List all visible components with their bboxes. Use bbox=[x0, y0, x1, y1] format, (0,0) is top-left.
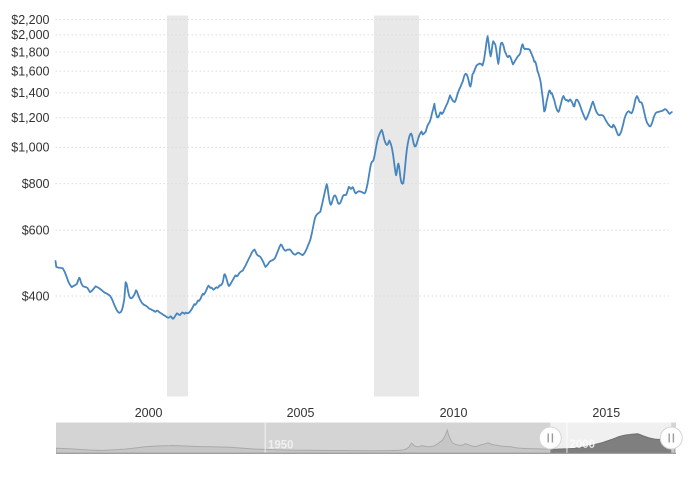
svg-text:1950: 1950 bbox=[268, 440, 294, 452]
svg-text:2015: 2015 bbox=[592, 406, 620, 420]
svg-text:$1,400: $1,400 bbox=[11, 86, 49, 100]
svg-text:2000: 2000 bbox=[135, 406, 163, 420]
svg-text:$400: $400 bbox=[22, 289, 50, 303]
svg-text:$1,600: $1,600 bbox=[11, 64, 49, 78]
svg-text:$1,800: $1,800 bbox=[11, 45, 49, 59]
svg-text:$800: $800 bbox=[22, 177, 50, 191]
svg-text:$1,200: $1,200 bbox=[11, 111, 49, 125]
svg-text:2000: 2000 bbox=[570, 439, 596, 451]
svg-text:$1,000: $1,000 bbox=[11, 141, 49, 155]
svg-text:$2,000: $2,000 bbox=[11, 28, 49, 42]
svg-text:2005: 2005 bbox=[287, 406, 315, 420]
svg-text:$600: $600 bbox=[22, 224, 50, 238]
svg-text:$2,200: $2,200 bbox=[11, 13, 49, 27]
svg-text:2010: 2010 bbox=[440, 406, 468, 420]
